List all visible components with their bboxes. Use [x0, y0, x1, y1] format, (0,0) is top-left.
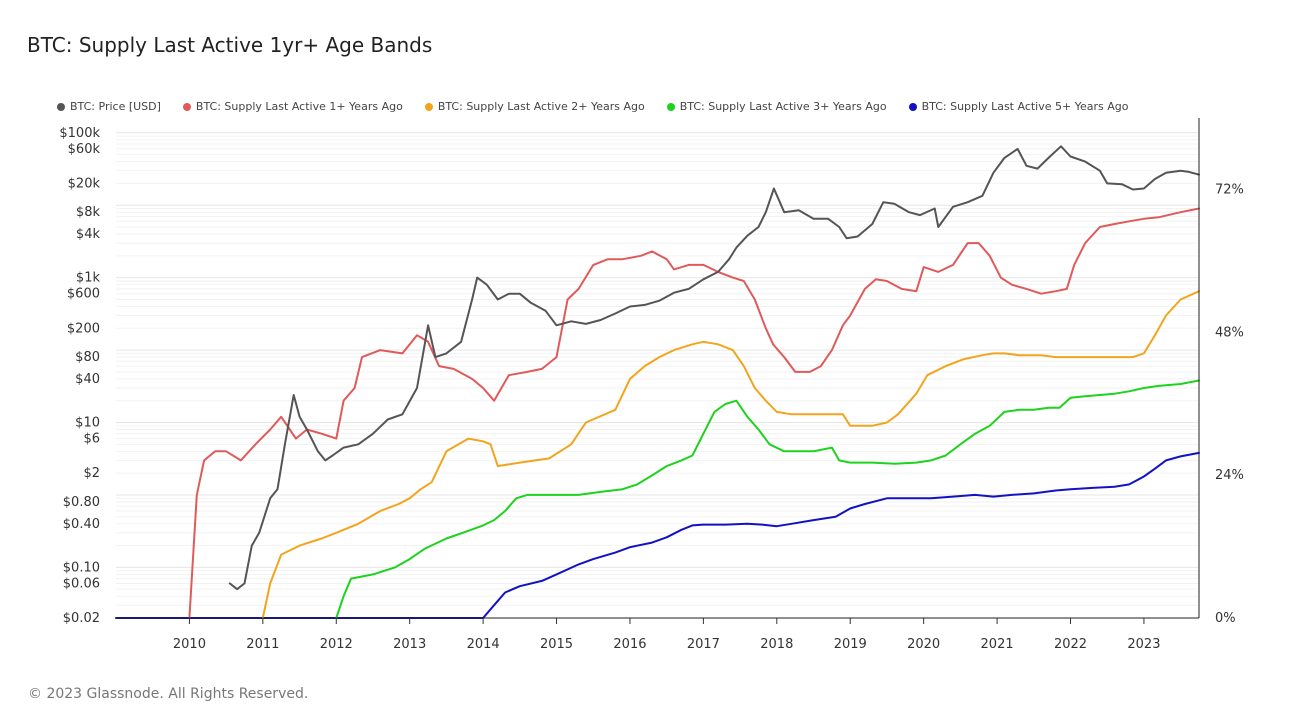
x-tick-label: 2017 [687, 637, 720, 652]
y-tick-label-left: $100k [59, 126, 100, 141]
y-tick-label-left: $60k [68, 142, 101, 157]
legend-label-3y: BTC: Supply Last Active 3+ Years Ago [679, 100, 887, 113]
y-tick-label-left: $0.80 [63, 495, 100, 510]
copyright-footer: © 2023 Glassnode. All Rights Reserved. [28, 686, 309, 702]
legend-dot-5y [908, 102, 917, 111]
y-tick-label-left: $4k [76, 227, 101, 242]
legend-label-2y: BTC: Supply Last Active 2+ Years Ago [437, 100, 645, 113]
x-tick-label: 2013 [393, 637, 426, 652]
legend-item-2y[interactable]: BTC: Supply Last Active 2+ Years Ago [424, 100, 645, 113]
y-tick-label-left: $0.40 [63, 517, 100, 532]
legend-label-1y: BTC: Supply Last Active 1+ Years Ago [195, 100, 403, 113]
y-tick-label-left: $8k [76, 205, 101, 220]
legend: BTC: Price [USD] BTC: Supply Last Active… [57, 100, 1150, 113]
y-tick-label-left: $10 [75, 416, 100, 431]
x-tick-label: 2016 [613, 637, 646, 652]
y-tick-label-right: 0% [1215, 611, 1236, 626]
x-tick-label: 2012 [320, 637, 353, 652]
legend-dot-price [57, 102, 65, 111]
x-tick-label: 2020 [907, 637, 940, 652]
x-tick-label: 2014 [467, 637, 500, 652]
y-tick-label-right: 24% [1215, 468, 1244, 483]
series-lines [115, 145, 1200, 619]
x-tick-label: 2019 [834, 637, 867, 652]
x-tick-label: 2018 [760, 637, 793, 652]
legend-item-5y[interactable]: BTC: Supply Last Active 5+ Years Ago [908, 100, 1129, 113]
y-tick-label-right: 48% [1215, 325, 1244, 340]
y-tick-label-left: $200 [67, 321, 100, 336]
series-line-y2 [261, 290, 1200, 619]
legend-dot-1y [182, 102, 191, 111]
y-tick-label-left: $6 [83, 432, 100, 447]
x-tick-label: 2010 [173, 637, 206, 652]
chart-title: BTC: Supply Last Active 1yr+ Age Bands [27, 33, 433, 57]
x-tick-label: 2023 [1127, 637, 1160, 652]
y-tick-label-left: $20k [68, 176, 101, 191]
y-tick-label-left: $0.06 [63, 576, 100, 591]
y-tick-label-left: $0.02 [63, 611, 100, 626]
series-line-y1 [188, 207, 1200, 619]
y-tick-label-left: $600 [67, 287, 100, 302]
series-line-price [228, 145, 1200, 591]
y-tick-label-left: $2 [83, 466, 100, 481]
axes: $100k$60k$20k$8k$4k$1k$600$200$80$40$10$… [59, 118, 1244, 652]
y-tick-label-right: 72% [1215, 182, 1244, 197]
legend-item-3y[interactable]: BTC: Supply Last Active 3+ Years Ago [666, 100, 887, 113]
x-tick-label: 2021 [981, 637, 1014, 652]
legend-item-price[interactable]: BTC: Price [USD] [57, 100, 161, 113]
legend-label-5y: BTC: Supply Last Active 5+ Years Ago [921, 100, 1129, 113]
series-line-y3 [335, 379, 1200, 619]
y-tick-label-left: $40 [75, 372, 100, 387]
grid-lines [116, 132, 1199, 619]
x-tick-label: 2011 [246, 637, 279, 652]
x-tick-label: 2015 [540, 637, 573, 652]
y-tick-label-left: $1k [76, 271, 101, 286]
legend-label-price: BTC: Price [USD] [70, 100, 161, 113]
y-tick-label-left: $80 [75, 350, 100, 365]
x-tick-label: 2022 [1054, 637, 1087, 652]
legend-dot-3y [666, 102, 675, 111]
legend-dot-2y [424, 102, 433, 111]
y-tick-label-left: $0.10 [63, 560, 100, 575]
legend-item-1y[interactable]: BTC: Supply Last Active 1+ Years Ago [182, 100, 403, 113]
series-line-y5 [115, 451, 1200, 619]
